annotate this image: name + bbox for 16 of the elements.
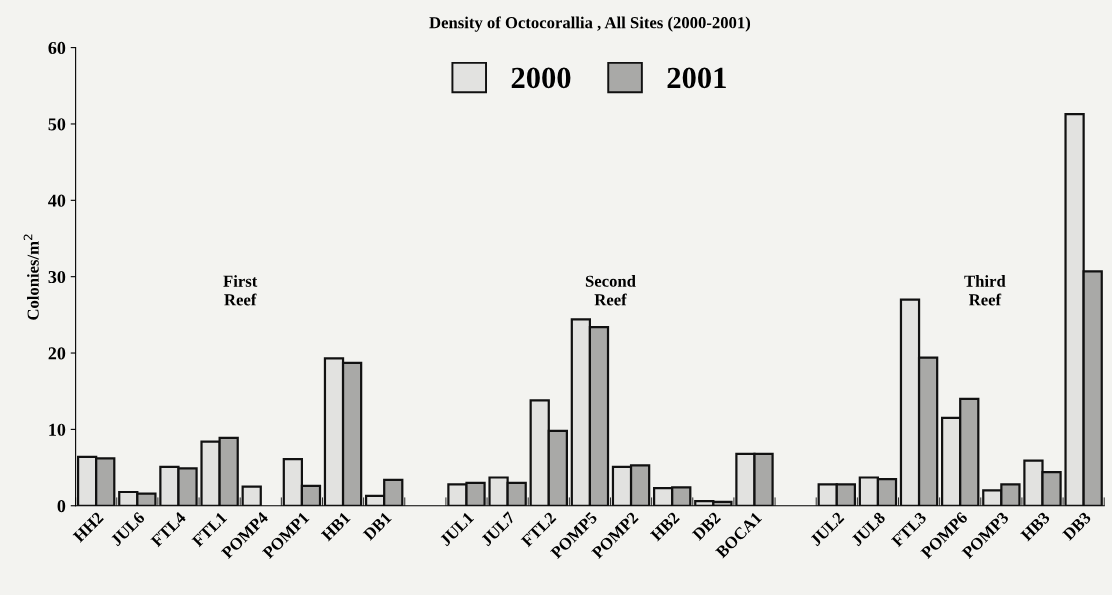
annotation: Second Reef (585, 275, 636, 306)
chart-title: Density of Octocorallia , All Sites (2000-2001) (429, 16, 751, 32)
y-tick-label: 60 (48, 41, 66, 55)
legend-label: 2001 (667, 67, 726, 89)
y-tick-label: 30 (48, 270, 66, 284)
y-axis-title: Colonies/m$^{2}$ (23, 234, 39, 320)
legend-label: 2000 (511, 67, 571, 89)
y-tick-label: 10 (49, 423, 66, 436)
bar (241, 485, 262, 506)
y-tick-label: 50 (48, 118, 66, 131)
annotation: First Reef (223, 275, 258, 306)
annotation: Third Reef (964, 275, 1006, 306)
y-tick-label: 40 (48, 194, 66, 207)
y-tick-label: 0 (57, 500, 66, 513)
y-tick-label: 20 (48, 347, 66, 360)
x-tick-label: DB1 (362, 511, 392, 541)
